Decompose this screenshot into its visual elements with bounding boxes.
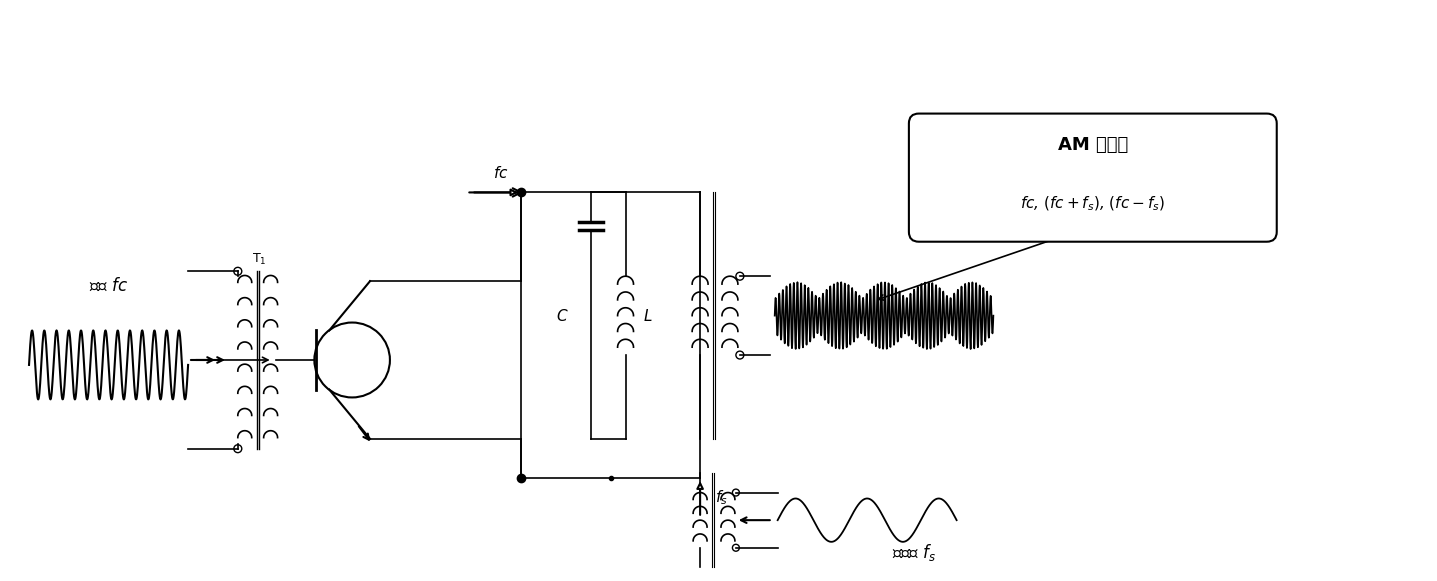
Text: $fc$, $(fc + f_s)$, $(fc - f_s)$: $fc$, $(fc + f_s)$, $(fc - f_s)$ xyxy=(1020,195,1165,213)
Text: 信号波 $f_s$: 信号波 $f_s$ xyxy=(892,541,935,562)
Text: $f_s$: $f_s$ xyxy=(716,489,727,507)
FancyBboxPatch shape xyxy=(908,113,1276,242)
Text: T$_1$: T$_1$ xyxy=(253,252,267,267)
Text: $L$: $L$ xyxy=(644,307,652,324)
Text: $fc$: $fc$ xyxy=(493,165,509,181)
Text: $C$: $C$ xyxy=(556,307,569,324)
Text: 载波 $fc$: 载波 $fc$ xyxy=(89,277,128,295)
Text: AM 已调波: AM 已调波 xyxy=(1058,136,1128,154)
